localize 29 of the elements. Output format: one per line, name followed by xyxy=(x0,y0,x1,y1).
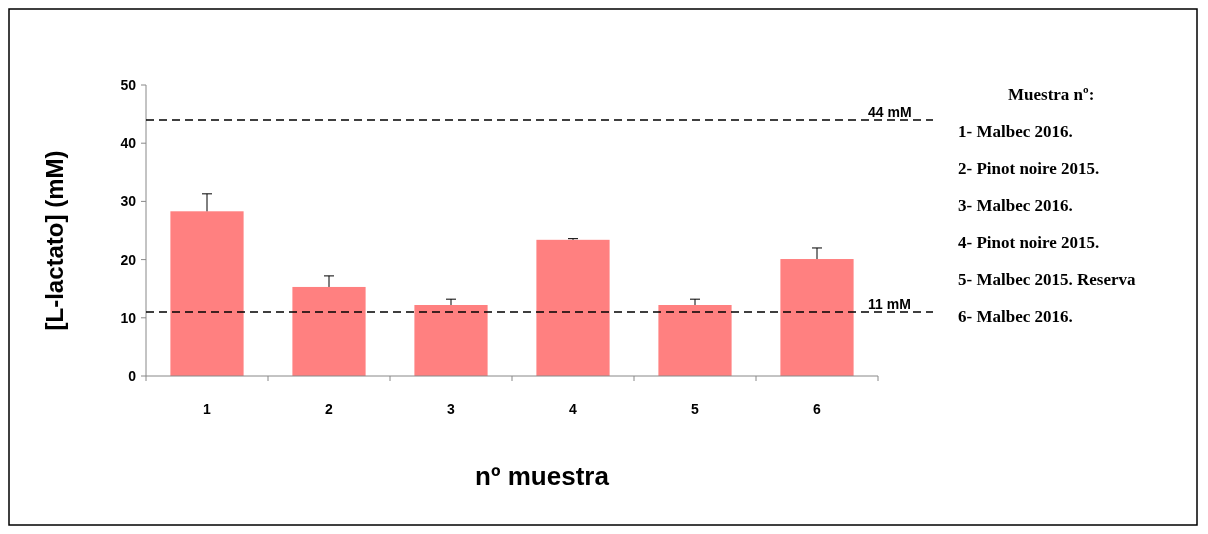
bar xyxy=(414,305,488,376)
bar xyxy=(170,211,244,376)
x-tick-label: 3 xyxy=(447,401,456,417)
x-tick-label: 6 xyxy=(813,401,822,417)
text: Muestra nº: xyxy=(1008,85,1095,104)
y-axis-title: [L-lactato] (mM) xyxy=(41,150,68,331)
bar xyxy=(658,305,732,376)
y-tick-label: 40 xyxy=(120,135,137,152)
x-tick-label: 4 xyxy=(569,401,578,417)
y-tick-label: 50 xyxy=(120,76,137,93)
bar xyxy=(292,286,366,376)
text: 5- Malbec 2015. Reserva xyxy=(958,270,1136,289)
x-tick-label: 5 xyxy=(691,401,700,417)
x-tick-label: 1 xyxy=(203,401,212,417)
text: 1- Malbec 2016. xyxy=(958,122,1073,141)
ref-line-label: 11 mM xyxy=(868,295,911,312)
text: 2- Pinot noire 2015. xyxy=(958,159,1100,178)
text: 6- Malbec 2016. xyxy=(958,307,1073,326)
x-tick-label: 2 xyxy=(325,401,334,417)
bar xyxy=(780,259,854,376)
y-tick-label: 0 xyxy=(128,367,137,384)
y-tick-label: 30 xyxy=(120,193,137,210)
text: 3- Malbec 2016. xyxy=(958,196,1073,215)
y-tick-label: 20 xyxy=(120,251,137,268)
ref-line-label: 44 mM xyxy=(868,103,912,120)
x-axis-title: nº muestra xyxy=(475,461,610,491)
y-tick-label: 10 xyxy=(120,309,137,326)
text: 4- Pinot noire 2015. xyxy=(958,233,1100,252)
bar xyxy=(536,239,610,376)
